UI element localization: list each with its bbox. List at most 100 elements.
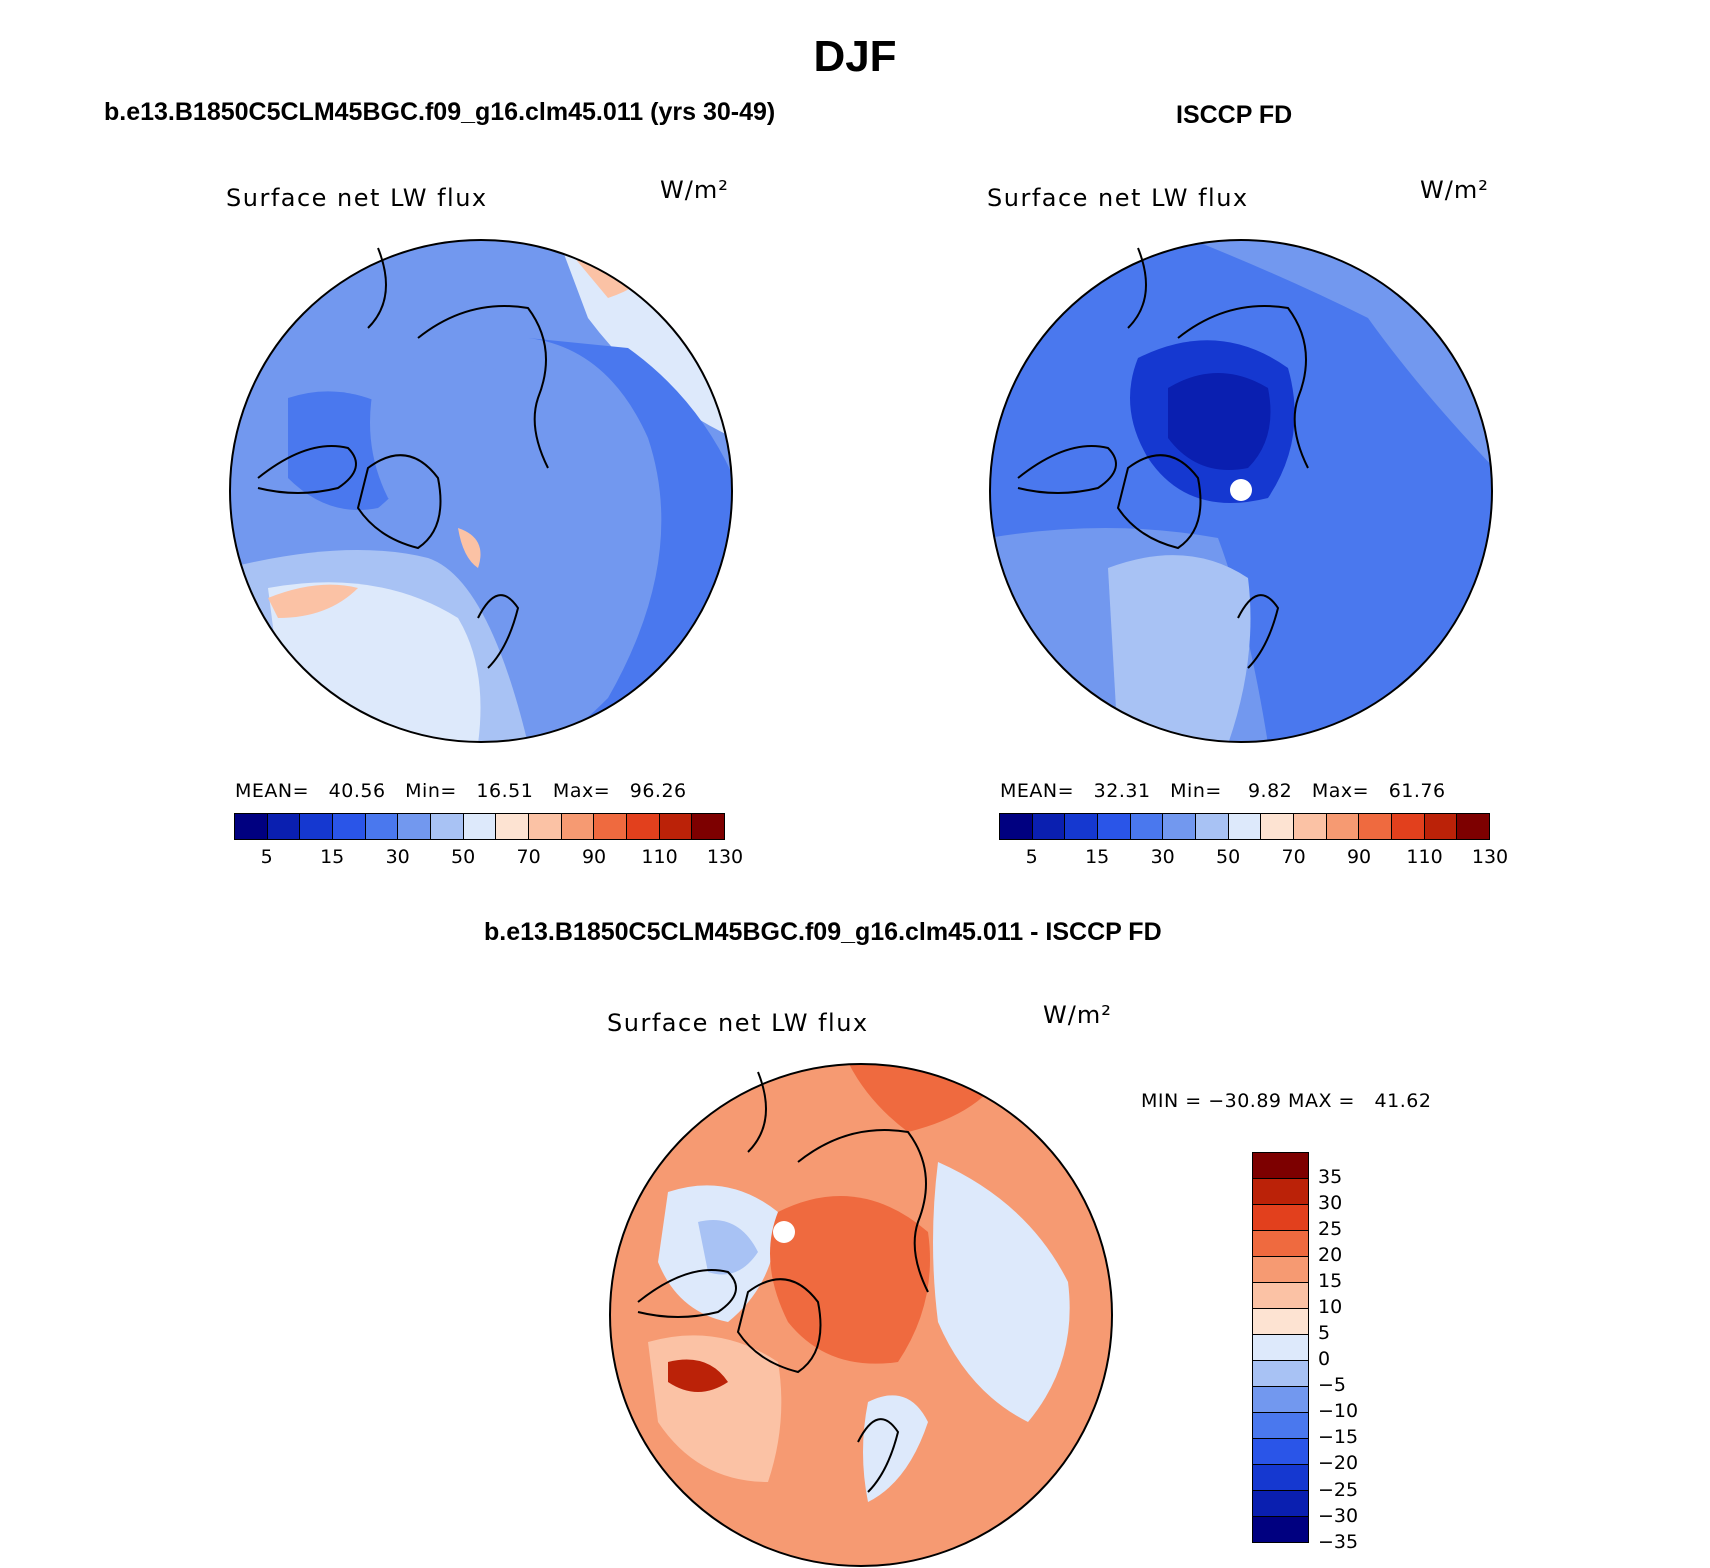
- diff-colorbar-segment: [1253, 1153, 1308, 1179]
- model-colorbar-tick-label: 110: [641, 846, 678, 868]
- model-colorbar-segment: [659, 814, 693, 839]
- diff-colorbar-segment: [1253, 1283, 1308, 1309]
- obs-coastline-canada: [1017, 445, 1117, 494]
- obs-colorbar-segment: [1098, 814, 1131, 839]
- diff-colorbar-segment: [1253, 1387, 1308, 1413]
- diff-region-siberia-cool: [933, 1162, 1070, 1422]
- model-colorbar-ticks: 5 15 30 50 70 90 110 130: [234, 846, 743, 870]
- obs-colorbar-segment: [1326, 814, 1360, 839]
- obs-colorbar-segment: [1065, 814, 1099, 839]
- model-colorbar-tick-label: 50: [451, 846, 476, 868]
- obs-region-north-atlantic: [1108, 555, 1251, 742]
- diff-colorbar-tick-label: 10: [1318, 1296, 1343, 1319]
- diff-minmax: MIN = −30.89 MAX = 41.62: [1141, 1090, 1432, 1112]
- diff-colorbar-ticks: 35 30 25 20 15 10 5 0 −5 −10 −15 −20 −25 −30 −35: [1318, 1152, 1398, 1553]
- diff-colorbar: [1252, 1152, 1309, 1543]
- model-colorbar-segment: [267, 814, 301, 839]
- diff-colorbar-segment: [1253, 1465, 1308, 1491]
- model-colorbar-segment: [463, 814, 497, 839]
- diff-region-central-arctic: [770, 1196, 930, 1364]
- obs-coastline-siberia: [1177, 305, 1309, 469]
- diff-colorbar-tick-label: −15: [1318, 1426, 1359, 1449]
- obs-colorbar-segment: [1392, 814, 1425, 839]
- diff-colorbar-tick-label: 30: [1318, 1191, 1343, 1214]
- model-colorbar-tick-label: 5: [260, 846, 273, 868]
- diff-polar-map: [609, 1063, 1113, 1567]
- obs-colorbar-segment: [1359, 814, 1393, 839]
- obs-polar-map: [989, 239, 1493, 743]
- diff-colorbar-tick-label: 0: [1318, 1348, 1331, 1371]
- diff-coastline-alaska: [747, 1071, 767, 1153]
- diff-colorbar-tick-label: 35: [1318, 1165, 1343, 1188]
- model-panel-title: b.e13.B1850C5CLM45BGC.f09_g16.clm45.011 …: [104, 98, 776, 126]
- model-colorbar-segment: [365, 814, 399, 839]
- model-colorbar-tick-label: 30: [385, 846, 410, 868]
- diff-coastline-siberia: [797, 1129, 929, 1293]
- obs-colorbar-segment: [1294, 814, 1327, 839]
- diff-colorbar-tick-label: −5: [1318, 1374, 1347, 1397]
- obs-plot-label: Surface net LW flux: [987, 184, 1249, 212]
- model-colorbar-segment: [496, 814, 530, 839]
- diff-coastline-scandinavia: [857, 1418, 900, 1493]
- diff-colorbar-tick-label: −25: [1318, 1478, 1359, 1501]
- obs-colorbar-segment: [1032, 814, 1066, 839]
- obs-region-central-arctic-core: [1168, 373, 1271, 470]
- diff-panel-title: b.e13.B1850C5CLM45BGC.f09_g16.clm45.011 …: [484, 918, 1162, 946]
- model-colorbar: [234, 813, 725, 840]
- obs-units: W/m²: [1420, 176, 1489, 204]
- obs-colorbar-segment: [1424, 814, 1458, 839]
- obs-colorbar-tick-label: 110: [1406, 846, 1443, 868]
- model-colorbar-segment: [692, 814, 725, 839]
- model-region-greenland-sea: [268, 584, 358, 618]
- main-title: DJF: [813, 32, 897, 81]
- model-map-border: [229, 239, 733, 743]
- obs-panel-title: ISCCP FD: [1176, 101, 1293, 129]
- obs-colorbar-tick-label: 15: [1085, 846, 1110, 868]
- obs-pole-hole: [1230, 479, 1252, 501]
- model-colorbar-segment: [235, 814, 268, 839]
- obs-colorbar-segment: [1228, 814, 1262, 839]
- model-colorbar-segment: [398, 814, 432, 839]
- model-colorbar-segment: [627, 814, 660, 839]
- model-colorbar-segment: [333, 814, 366, 839]
- diff-colorbar-tick-label: −20: [1318, 1452, 1359, 1475]
- obs-colorbar-tick-label: 30: [1150, 846, 1175, 868]
- diff-colorbar-tick-label: 15: [1318, 1270, 1343, 1293]
- diff-colorbar-segment: [1253, 1309, 1308, 1335]
- model-coastline-scandinavia: [477, 594, 520, 669]
- obs-colorbar-segment: [1163, 814, 1197, 839]
- obs-colorbar-segment: [1457, 814, 1490, 839]
- diff-colorbar-segment: [1253, 1205, 1308, 1231]
- diff-colorbar-segment: [1253, 1413, 1308, 1439]
- diff-coastline-greenland: [736, 1278, 822, 1374]
- obs-colorbar-segment: [1261, 814, 1295, 839]
- model-colorbar-segment: [431, 814, 464, 839]
- diff-colorbar-segment: [1253, 1179, 1308, 1205]
- diff-colorbar-segment: [1253, 1257, 1308, 1283]
- diff-colorbar-segment: [1253, 1517, 1308, 1542]
- diff-colorbar-segment: [1253, 1491, 1308, 1517]
- obs-colorbar: [999, 813, 1490, 840]
- model-colorbar-tick-label: 15: [320, 846, 345, 868]
- diff-region-scandinavia-cool: [863, 1395, 928, 1502]
- model-coastline-canada: [257, 445, 357, 494]
- model-plot-label: Surface net LW flux: [226, 184, 488, 212]
- diff-colorbar-tick-label: −30: [1318, 1504, 1359, 1527]
- model-region-barents-sea: [458, 528, 481, 568]
- obs-colorbar-tick-label: 5: [1025, 846, 1038, 868]
- obs-colorbar-tick-label: 130: [1471, 846, 1509, 868]
- obs-colorbar-tick-label: 50: [1216, 846, 1241, 868]
- diff-region-hotspot: [668, 1359, 728, 1392]
- obs-coastline-scandinavia: [1237, 594, 1280, 669]
- diff-pole-hole: [773, 1221, 795, 1243]
- obs-colorbar-tick-label: 70: [1281, 846, 1306, 868]
- diff-units: W/m²: [1043, 1001, 1112, 1029]
- obs-map-border: [989, 239, 1493, 743]
- diff-colorbar-segment: [1253, 1335, 1308, 1361]
- model-polar-map: [229, 239, 733, 743]
- diff-colorbar-segment: [1253, 1231, 1308, 1257]
- model-units: W/m²: [660, 176, 729, 204]
- model-coastline-greenland: [356, 454, 442, 550]
- diff-colorbar-tick-label: −10: [1318, 1400, 1359, 1423]
- diff-colorbar-segment: [1253, 1361, 1308, 1387]
